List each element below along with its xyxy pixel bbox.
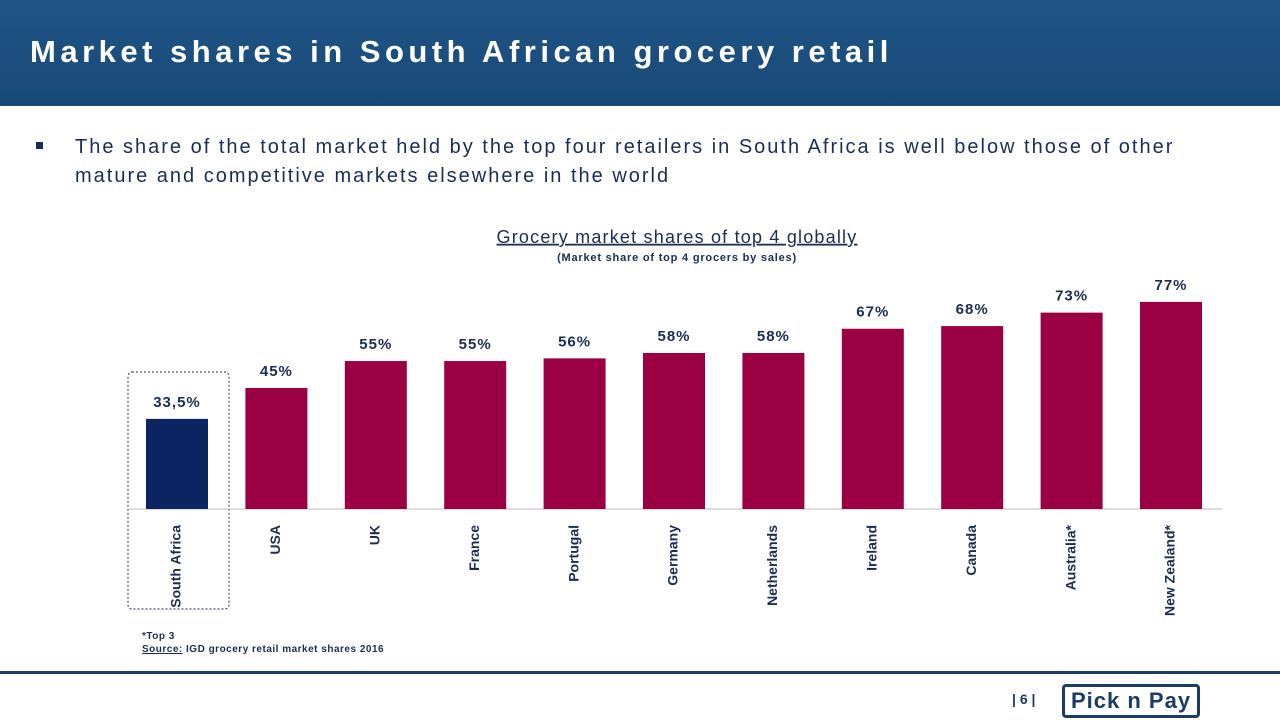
x-tick-label: South Africa: [168, 525, 184, 608]
value-label: 58%: [757, 328, 790, 345]
value-label: 56%: [558, 333, 591, 350]
bar: [245, 387, 308, 509]
source: IGD grocery retail market shares 2016: [186, 644, 385, 655]
x-tick-label: New Zealand*: [1162, 524, 1178, 616]
value-label: 45%: [260, 363, 293, 380]
bar: [941, 326, 1004, 509]
x-tick-label: Portugal: [565, 525, 581, 582]
x-tick-label: USA: [267, 525, 283, 555]
value-label: 58%: [657, 328, 690, 345]
x-tick-label: Ireland: [864, 525, 880, 571]
bar: [1140, 301, 1202, 509]
value-label: 73%: [1055, 288, 1088, 305]
source-label: Source:: [142, 644, 183, 655]
x-tick-label: France: [466, 525, 482, 571]
header: Market shares in South African grocery r…: [0, 0, 1280, 106]
value-label: 33,5%: [153, 394, 201, 411]
bullet-dot: [36, 142, 43, 149]
footnote: *Top 3: [142, 631, 175, 642]
chart-subtitle: (Market share of top 4 grocers by sales): [557, 252, 797, 264]
bar: [444, 361, 507, 509]
bar: [841, 328, 904, 509]
bar: [543, 358, 606, 509]
bar: [146, 418, 208, 509]
x-tick-label: UK: [367, 525, 383, 545]
bullet-text: The share of the total market held by th…: [75, 136, 1175, 187]
bar: [643, 352, 705, 509]
x-tick-label: Australia*: [1062, 524, 1078, 590]
value-label: 55%: [359, 336, 392, 353]
bar: [1040, 312, 1103, 509]
page-number: 6: [1019, 691, 1028, 707]
x-tick-label: Canada: [963, 525, 979, 576]
bar: [742, 352, 805, 509]
footnotes: *Top 3 Source: IGD grocery retail market…: [142, 630, 384, 656]
x-tick-label: Germany: [665, 525, 681, 586]
slide-title: Market shares in South African grocery r…: [30, 34, 893, 69]
chart-title: Grocery market shares of top 4 globally: [497, 227, 858, 247]
value-label: 67%: [856, 304, 889, 321]
value-label: 55%: [459, 336, 492, 353]
x-tick-label: Netherlands: [764, 525, 780, 606]
bullet: The share of the total market held by th…: [36, 133, 1226, 191]
highlight-box: [127, 371, 230, 610]
footer-rule: [0, 671, 1280, 674]
page-number-box: | 6 |: [1012, 691, 1036, 707]
logo: Pick n Pay: [1062, 684, 1201, 718]
bar: [344, 361, 407, 509]
value-label: 68%: [956, 301, 989, 318]
source-line: Source: IGD grocery retail market shares…: [142, 643, 384, 656]
value-label: 77%: [1154, 277, 1187, 294]
